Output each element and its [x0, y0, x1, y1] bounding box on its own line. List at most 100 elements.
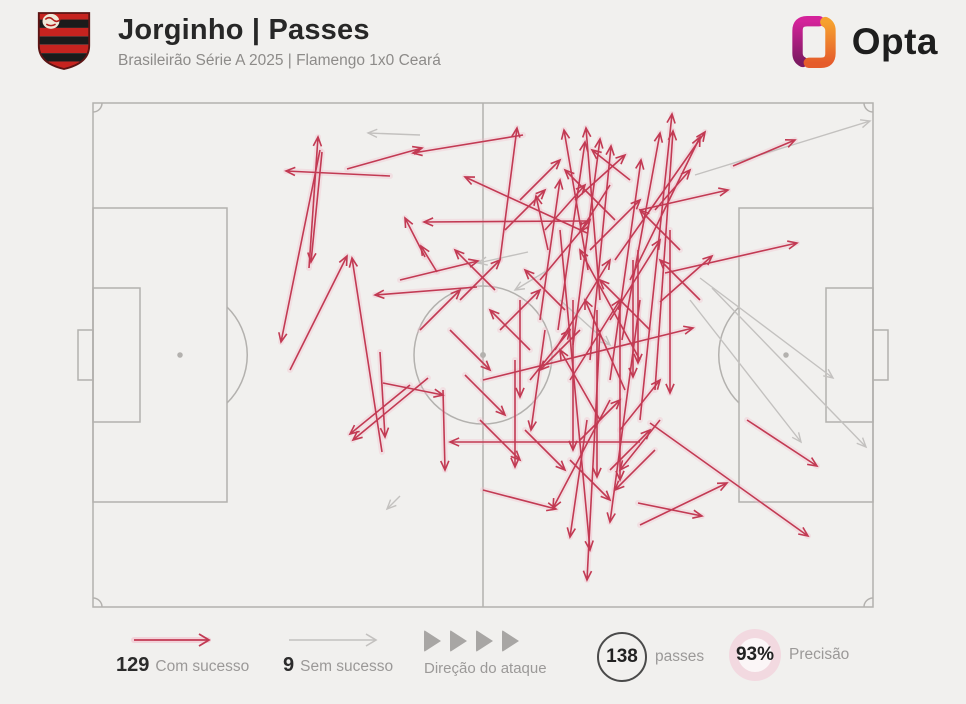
pass-arrow-successful	[606, 299, 641, 524]
pass-arrow-successful	[488, 308, 531, 351]
pass-arrow-successful	[618, 419, 661, 472]
pass-arrow-successful	[539, 178, 564, 321]
pass-arrow-successful	[464, 374, 507, 417]
pass-arrow-successful	[746, 419, 819, 468]
pass-arrow-successful	[589, 144, 615, 361]
pass-arrow-successful	[629, 135, 701, 281]
pass-arrow-unsuccessful	[366, 128, 421, 139]
right-goal	[872, 329, 889, 381]
match-subtitle: Brasileirão Série A 2025 | Flamengo 1x0 …	[118, 52, 441, 69]
successful-count: 129	[116, 654, 150, 676]
pass-arrow-successful	[499, 288, 542, 331]
pass-arrow-successful	[463, 176, 588, 234]
pass-arrow-successful	[582, 329, 601, 582]
pass-arrow-successful	[289, 254, 348, 371]
pass-arrow-successful	[578, 184, 611, 234]
pass-arrow-successful	[284, 166, 391, 177]
left-six-yard-box	[92, 287, 141, 423]
pass-arrow-successful	[504, 188, 547, 231]
attack-direction-label: Direção do ataque	[424, 660, 547, 677]
pass-arrow-successful	[621, 131, 664, 341]
pass-arrow-successful	[569, 298, 622, 381]
pass-arrow-successful	[563, 168, 616, 221]
legend-unsuccessful: 9 Sem sucesso	[283, 632, 393, 677]
passes-label: passes	[655, 648, 705, 665]
pass-arrow-successful	[499, 126, 521, 261]
pass-arrow-successful	[453, 248, 496, 291]
pass-arrow-successful	[638, 208, 681, 251]
pass-arrow-successful	[449, 329, 492, 372]
left-penalty-area	[92, 207, 228, 503]
unsuccessful-label: Sem sucesso	[300, 658, 394, 675]
pass-arrow-successful	[572, 137, 604, 346]
precision-label: Precisão	[789, 646, 850, 663]
pass-arrow-successful	[658, 258, 701, 301]
header: Jorginho | Passes Brasileirão Série A 20…	[0, 0, 966, 96]
pass-arrow-successful	[411, 134, 524, 157]
opta-wordmark: Opta	[851, 21, 938, 62]
pass-arrow-unsuccessful	[694, 119, 872, 176]
precision-badge: 93%	[729, 629, 781, 681]
pass-arrow-successful	[654, 168, 692, 211]
successful-label: Com sucesso	[155, 658, 250, 675]
pass-arrow-successful	[519, 158, 562, 201]
corner-arc	[92, 102, 103, 113]
opta-brand: Opta	[788, 14, 938, 70]
pass-arrow-successful	[590, 148, 631, 181]
pass-arrow-successful	[538, 329, 581, 372]
pass-arrow-successful	[639, 482, 729, 526]
header-titles: Jorginho | Passes Brasileirão Série A 20…	[118, 14, 441, 70]
pass-arrow-successful	[557, 140, 589, 331]
pass-arrow-successful	[664, 240, 799, 274]
pass-arrow-successful	[637, 502, 704, 519]
pass-arrow-successful	[649, 422, 810, 538]
pass-arrow-successful	[515, 300, 525, 399]
pass-arrow-successful	[732, 138, 797, 167]
pass-arrow-unsuccessful	[513, 269, 549, 291]
page-title: Jorginho | Passes	[118, 14, 370, 46]
pass-arrow-successful	[665, 230, 675, 395]
pass-arrow-successful	[559, 229, 594, 552]
pass-arrow-successful	[379, 351, 390, 439]
pass-arrow-successful	[619, 378, 662, 431]
pass-arrow-successful	[373, 286, 478, 300]
pass-arrow-successful	[533, 194, 549, 251]
pass-arrow-unsuccessful	[476, 251, 529, 266]
right-penalty-arc	[717, 306, 740, 404]
passes-count-circle: 138	[597, 632, 647, 682]
corner-arc	[863, 597, 874, 608]
pass-arrow-successful	[308, 135, 323, 269]
legend-precision: 93% Precisão	[729, 629, 849, 681]
right-six-yard-box	[825, 287, 874, 423]
legend-successful: 129 Com sucesso	[116, 632, 249, 677]
successful-pass-arrow-icon	[131, 633, 211, 647]
pass-arrow-successful	[609, 428, 652, 471]
pass-arrow-unsuccessful	[699, 277, 835, 380]
pass-arrow-successful	[613, 449, 656, 492]
pass-arrow-successful	[579, 398, 622, 441]
pass-arrow-successful	[639, 187, 730, 211]
pass-arrow-successful	[479, 419, 522, 462]
pass-arrow-successful	[419, 244, 438, 273]
pass-arrow-successful	[524, 429, 567, 472]
unsuccessful-count: 9	[283, 654, 295, 676]
unsuccessful-pass-arrow-icon	[289, 633, 378, 647]
pass-arrow-successful	[510, 360, 520, 469]
pass-arrow-successful	[574, 153, 627, 201]
pass-arrow-successful	[569, 459, 612, 502]
pass-arrow-successful	[659, 254, 714, 303]
pass-arrow-successful	[552, 399, 611, 510]
pass-arrow-successful	[579, 248, 641, 361]
pass-arrow-successful	[566, 419, 588, 539]
pass-arrow-successful	[351, 377, 429, 442]
pass-arrow-unsuccessful	[385, 495, 401, 511]
pass-arrow-successful	[654, 129, 678, 391]
pass-arrow-successful	[523, 268, 566, 311]
pass-arrow-successful	[482, 489, 558, 512]
attack-direction-icon	[424, 630, 547, 652]
pass-arrow-unsuccessful	[711, 287, 868, 449]
legend: 129 Com sucesso 9 Sem sucesso Direção do a…	[0, 624, 966, 694]
corner-arc	[863, 102, 874, 113]
pass-arrow-successful	[307, 151, 323, 264]
